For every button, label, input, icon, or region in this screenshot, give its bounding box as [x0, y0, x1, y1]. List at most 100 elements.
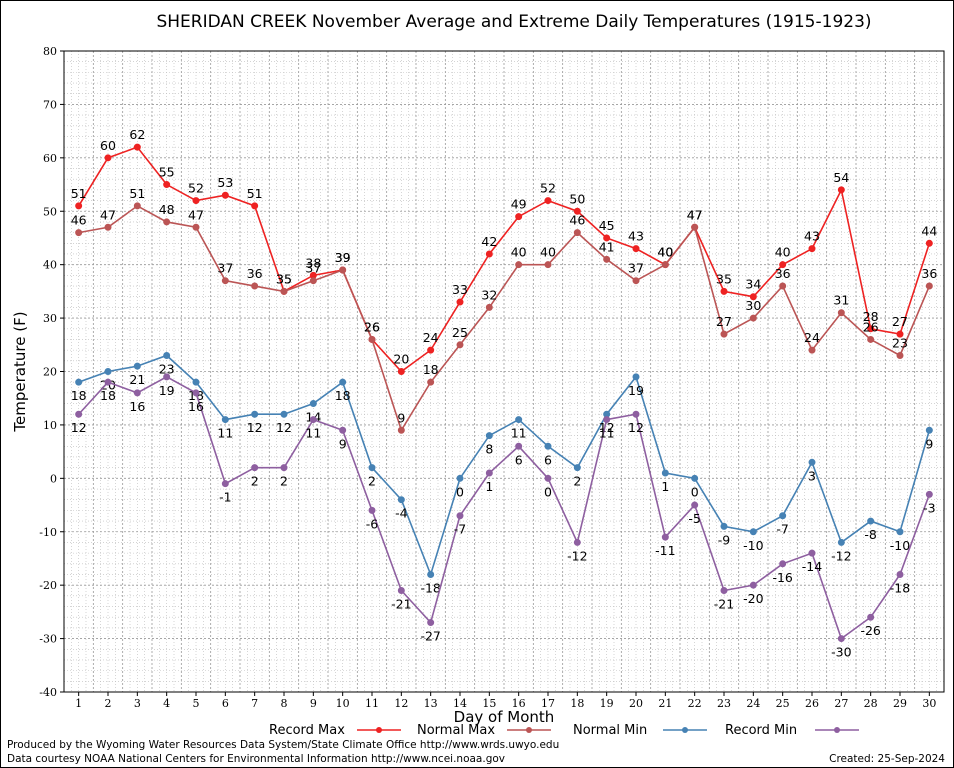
- data-point-normal-max: [837, 309, 845, 317]
- data-point-normal-min: [808, 458, 816, 466]
- data-label-record-min: -21: [714, 597, 734, 612]
- data-label-normal-min: 0: [456, 484, 464, 499]
- data-label-record-max: 38: [305, 255, 321, 270]
- data-label-record-min: 12: [628, 420, 644, 435]
- data-point-record-max: [808, 245, 816, 253]
- data-label-record-max: 49: [511, 197, 527, 212]
- data-label-record-max: 39: [335, 250, 351, 265]
- x-tick-label: 18: [570, 697, 584, 710]
- data-label-record-min: -26: [860, 623, 880, 638]
- data-label-normal-max: 46: [71, 213, 87, 228]
- data-label-record-max: 27: [892, 314, 908, 329]
- legend-label-normal-min: Normal Min: [573, 723, 647, 738]
- x-tick-label: 5: [193, 697, 200, 710]
- data-label-record-min: -16: [772, 570, 792, 585]
- data-label-record-min: -18: [890, 580, 910, 595]
- data-label-normal-max: 47: [687, 207, 703, 222]
- legend-marker-normal-min: [682, 727, 688, 733]
- data-label-record-max: 62: [129, 127, 145, 142]
- x-tick-label: 23: [717, 697, 731, 710]
- data-label-normal-max: 9: [397, 410, 405, 425]
- data-label-record-min: 12: [71, 420, 87, 435]
- data-label-record-max: 34: [745, 277, 761, 292]
- series-line-normal-min: [78, 354, 931, 577]
- data-point-record-max: [456, 298, 464, 306]
- data-point-normal-max: [75, 229, 83, 237]
- x-tick-label: 21: [658, 697, 672, 710]
- data-label-record-min: -14: [802, 559, 822, 574]
- data-point-record-min: [837, 635, 845, 643]
- y-tick-label: 50: [43, 205, 57, 218]
- data-point-normal-max: [339, 266, 347, 274]
- data-label-normal-max: 31: [833, 293, 849, 308]
- data-point-record-min: [632, 410, 640, 418]
- x-tick-label: 14: [453, 697, 467, 710]
- data-label-record-min: -7: [454, 522, 466, 537]
- data-point-normal-min: [163, 351, 171, 359]
- data-label-normal-max: 48: [159, 202, 175, 217]
- data-point-record-min: [397, 587, 405, 595]
- data-label-record-max: 47: [687, 207, 703, 222]
- data-label-record-min: 6: [515, 452, 523, 467]
- data-point-record-max: [192, 197, 200, 205]
- data-point-record-max: [515, 213, 523, 221]
- data-label-normal-max: 26: [863, 319, 879, 334]
- data-label-normal-min: 12: [276, 420, 292, 435]
- data-label-record-max: 20: [393, 352, 409, 367]
- x-tick-label: 25: [776, 697, 790, 710]
- data-label-record-min: 2: [251, 474, 259, 489]
- y-tick-label: -20: [39, 579, 57, 592]
- data-point-record-min: [749, 581, 757, 589]
- data-label-normal-max: 47: [188, 207, 204, 222]
- x-tick-label: 12: [394, 697, 408, 710]
- data-point-record-max: [896, 330, 904, 338]
- x-tick-label: 9: [310, 697, 317, 710]
- data-point-normal-max: [691, 223, 699, 231]
- data-point-normal-min: [75, 378, 83, 386]
- y-tick-label: -40: [39, 686, 57, 699]
- data-label-record-max: 43: [804, 229, 820, 244]
- x-tick-label: 10: [336, 697, 350, 710]
- data-point-normal-min: [573, 464, 581, 472]
- data-label-record-min: 18: [100, 388, 116, 403]
- data-point-normal-min: [544, 442, 552, 450]
- data-label-normal-max: 23: [892, 335, 908, 350]
- data-label-record-min: -3: [923, 500, 935, 515]
- data-point-normal-max: [133, 202, 141, 210]
- data-label-record-min: -5: [688, 511, 700, 526]
- data-label-normal-min: -9: [718, 532, 731, 547]
- footer-created: Created: 25-Sep-2024: [829, 753, 945, 765]
- data-label-normal-max: 41: [599, 239, 615, 254]
- data-point-record-max: [397, 368, 405, 375]
- data-label-normal-min: 21: [129, 372, 145, 387]
- data-label-record-max: 54: [833, 170, 849, 185]
- data-point-record-min: [339, 426, 347, 434]
- data-point-record-min: [75, 410, 83, 418]
- series-line-record-min: [78, 375, 931, 640]
- data-point-normal-max: [720, 330, 728, 338]
- y-tick-label: 40: [43, 259, 57, 272]
- x-tick-label: 26: [805, 697, 819, 710]
- data-point-record-min: [192, 389, 200, 397]
- data-point-normal-max: [485, 303, 493, 311]
- data-label-normal-min: 0: [691, 484, 699, 499]
- data-point-normal-min: [221, 416, 229, 424]
- data-label-record-max: 24: [423, 330, 439, 345]
- data-label-record-min: -12: [567, 548, 587, 563]
- data-label-normal-min: 8: [485, 442, 493, 457]
- data-point-normal-min: [368, 464, 376, 472]
- data-label-normal-max: 36: [921, 266, 937, 281]
- x-tick-label: 13: [424, 697, 438, 710]
- x-tick-label: 22: [688, 697, 702, 710]
- x-tick-label: 28: [864, 697, 878, 710]
- legend-label-normal-max: Normal Max: [417, 723, 495, 738]
- data-point-normal-max: [544, 261, 552, 269]
- data-point-record-max: [925, 239, 933, 247]
- data-point-record-min: [573, 538, 581, 546]
- chart-title: SHERIDAN CREEK November Average and Extr…: [156, 12, 871, 32]
- x-tick-label: 20: [629, 697, 643, 710]
- data-point-record-min: [309, 416, 317, 424]
- data-point-record-min: [925, 490, 933, 498]
- data-point-record-min: [720, 587, 728, 595]
- data-label-normal-max: 36: [247, 266, 263, 281]
